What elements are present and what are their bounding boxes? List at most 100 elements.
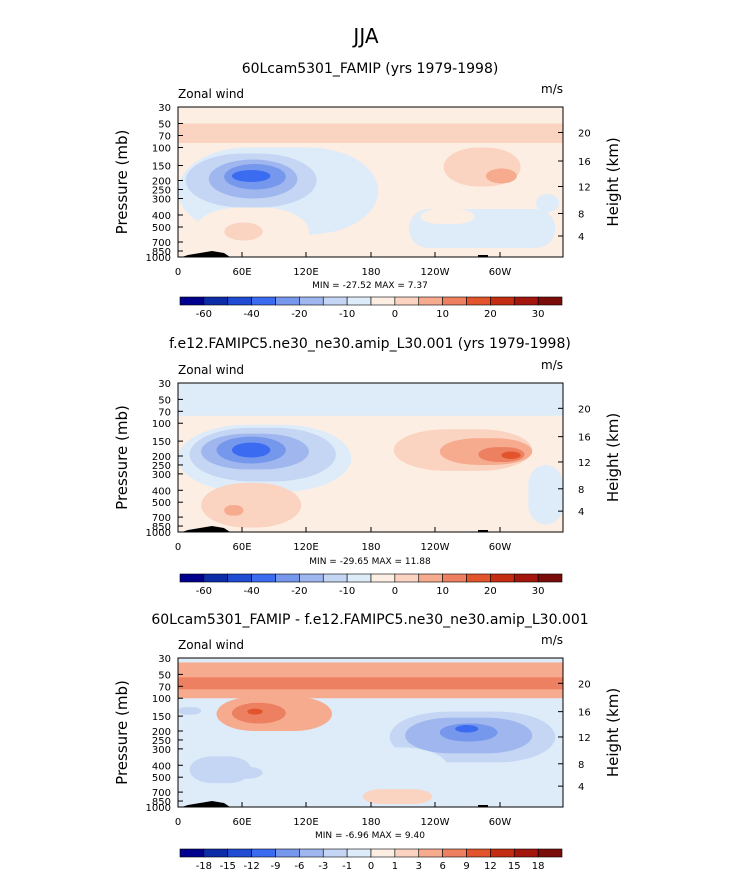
height-tick-label: 20 [578, 404, 591, 415]
y-tick-label: 100 [152, 419, 171, 430]
y-tick-label: 1000 [146, 528, 171, 539]
height-axis-title: Height (km) [604, 137, 622, 226]
colorbar-label: 0 [392, 309, 398, 320]
colorbar-label: 9 [463, 861, 469, 872]
y-tick-label: 300 [152, 195, 171, 206]
colorbar-swatch [299, 296, 324, 306]
colorbar-swatch [418, 573, 443, 583]
colorbar-label: 0 [368, 861, 374, 872]
colorbar: -60 -40 -20 -10 0 10 20 30 [179, 296, 563, 320]
x-tick-label: 120W [421, 817, 450, 828]
y-tick-label: 400 [152, 761, 171, 772]
contour-field [178, 658, 563, 807]
contour-region [420, 209, 475, 224]
x-tick-label: 0 [175, 542, 181, 553]
colorbar-swatch [513, 296, 539, 306]
colorbar-label: -12 [243, 861, 259, 872]
topography [182, 526, 230, 532]
y-tick-label: 30 [158, 103, 171, 114]
chart-panel-2: f.e12.FAMIPC5.ne30_ne30.amip_L30.001 (yr… [113, 336, 622, 597]
panel-title: f.e12.FAMIPC5.ne30_ne30.amip_L30.001 (yr… [169, 336, 571, 352]
topography [478, 805, 488, 807]
colorbar-label: -40 [243, 586, 259, 597]
x-tick-label: 0 [175, 817, 181, 828]
colorbar-swatch [442, 296, 467, 306]
colorbar-swatch [394, 296, 420, 306]
y-tick-label: 500 [152, 223, 171, 234]
min-max-stats: MIN = -29.65 MAX = 11.88 [309, 557, 431, 567]
y-tick-label: 50 [158, 120, 171, 131]
colorbar-swatch [275, 296, 300, 306]
colorbar-label: -60 [196, 586, 212, 597]
y-tick-label: 700 [152, 788, 171, 799]
min-max-stats: MIN = -27.52 MAX = 7.37 [312, 281, 428, 291]
unit-label: m/s [541, 633, 563, 647]
y-tick-label: 150 [152, 162, 171, 173]
colorbar-swatch [418, 296, 443, 306]
colorbar-label: 12 [484, 861, 497, 872]
colorbar-swatch [275, 848, 300, 858]
topography [182, 801, 230, 807]
colorbar-label: -9 [271, 861, 281, 872]
contour-region [486, 168, 517, 184]
colorbar-swatch [322, 573, 348, 583]
contour-region [231, 442, 271, 458]
y-axis-title: Pressure (mb) [113, 130, 131, 235]
colorbar-swatch [203, 573, 229, 583]
contour-region [536, 194, 560, 212]
colorbar-label: -6 [294, 861, 304, 872]
colorbar-swatch [322, 848, 348, 858]
height-tick-label: 12 [578, 183, 591, 194]
height-tick-label: 16 [578, 157, 591, 168]
colorbar-swatch [203, 296, 229, 306]
colorbar-swatch [418, 848, 443, 858]
contour-region [231, 170, 271, 182]
x-tick-label: 180 [361, 542, 380, 553]
height-tick-label: 12 [578, 458, 591, 469]
colorbar-swatch [227, 573, 252, 583]
y-tick-label: 30 [158, 379, 171, 390]
height-tick-label: 8 [578, 210, 584, 221]
x-tick-label: 120E [293, 542, 318, 553]
x-tick-label: 120E [293, 267, 318, 278]
y-tick-label: 850 [152, 797, 171, 808]
y-tick-label: 100 [152, 144, 171, 155]
x-tick-label: 60W [489, 542, 512, 553]
colorbar-swatch [227, 296, 252, 306]
colorbar-swatch [490, 848, 515, 858]
y-tick-label: 850 [152, 522, 171, 533]
variable-label: Zonal wind [178, 638, 244, 652]
colorbar-swatch [299, 848, 324, 858]
contour-region [178, 677, 563, 690]
y-tick-label: 700 [152, 238, 171, 249]
y-tick-label: 70 [158, 132, 171, 143]
contour-region [178, 123, 563, 143]
y-tick-label: 200 [152, 727, 171, 738]
y-tick-label: 850 [152, 247, 171, 258]
height-tick-label: 16 [578, 708, 591, 719]
colorbar-label: -40 [243, 309, 259, 320]
x-tick-label: 60W [489, 267, 512, 278]
colorbar-swatch [394, 573, 420, 583]
colorbar-swatch [299, 573, 324, 583]
colorbar-label: 20 [484, 309, 497, 320]
y-tick-label: 30 [158, 654, 171, 665]
colorbar-label: -3 [318, 861, 328, 872]
x-tick-label: 180 [361, 817, 380, 828]
colorbar-label: -10 [339, 586, 355, 597]
y-tick-label: 150 [152, 437, 171, 448]
colorbar-label: 10 [436, 309, 449, 320]
contour-region [293, 747, 448, 787]
colorbar-swatch [322, 296, 348, 306]
y-tick-label: 50 [158, 670, 171, 681]
contour-region [528, 464, 563, 525]
y-tick-label: 1000 [146, 803, 171, 814]
colorbar-swatch [370, 296, 396, 306]
colorbar-swatch [370, 848, 396, 858]
y-tick-label: 250 [152, 461, 171, 472]
colorbar: -60 -40 -20 -10 0 10 20 30 [179, 573, 563, 597]
contour-region [178, 383, 563, 416]
height-tick-label: 20 [578, 129, 591, 140]
chart-panel-1: 60Lcam5301_FAMIP (yrs 1979-1998) Zonal wi… [113, 61, 622, 320]
colorbar-swatch [179, 573, 205, 583]
